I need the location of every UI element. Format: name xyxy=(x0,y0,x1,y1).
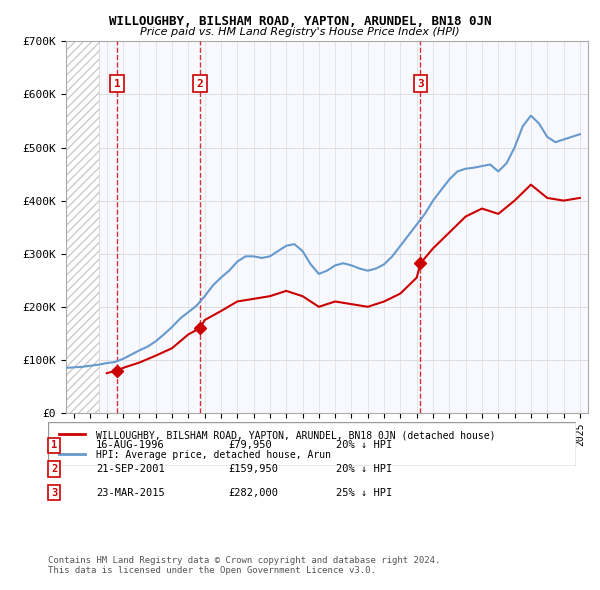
FancyBboxPatch shape xyxy=(48,422,576,466)
Text: 3: 3 xyxy=(51,488,57,497)
Text: Contains HM Land Registry data © Crown copyright and database right 2024.
This d: Contains HM Land Registry data © Crown c… xyxy=(48,556,440,575)
Text: 23-MAR-2015: 23-MAR-2015 xyxy=(96,488,165,497)
Text: 20% ↓ HPI: 20% ↓ HPI xyxy=(336,441,392,450)
Text: 3: 3 xyxy=(417,79,424,88)
Text: £282,000: £282,000 xyxy=(228,488,278,497)
Text: WILLOUGHBY, BILSHAM ROAD, YAPTON, ARUNDEL, BN18 0JN: WILLOUGHBY, BILSHAM ROAD, YAPTON, ARUNDE… xyxy=(109,15,491,28)
Text: Price paid vs. HM Land Registry's House Price Index (HPI): Price paid vs. HM Land Registry's House … xyxy=(140,27,460,37)
Text: 1: 1 xyxy=(113,79,120,88)
Text: 16-AUG-1996: 16-AUG-1996 xyxy=(96,441,165,450)
Text: £159,950: £159,950 xyxy=(228,464,278,474)
Text: £79,950: £79,950 xyxy=(228,441,272,450)
Text: 1: 1 xyxy=(51,441,57,450)
Text: 25% ↓ HPI: 25% ↓ HPI xyxy=(336,488,392,497)
Text: 2: 2 xyxy=(51,464,57,474)
Text: WILLOUGHBY, BILSHAM ROAD, YAPTON, ARUNDEL, BN18 0JN (detached house): WILLOUGHBY, BILSHAM ROAD, YAPTON, ARUNDE… xyxy=(95,430,495,440)
Text: 2: 2 xyxy=(197,79,203,88)
Text: 20% ↓ HPI: 20% ↓ HPI xyxy=(336,464,392,474)
Text: HPI: Average price, detached house, Arun: HPI: Average price, detached house, Arun xyxy=(95,450,331,460)
Text: 21-SEP-2001: 21-SEP-2001 xyxy=(96,464,165,474)
